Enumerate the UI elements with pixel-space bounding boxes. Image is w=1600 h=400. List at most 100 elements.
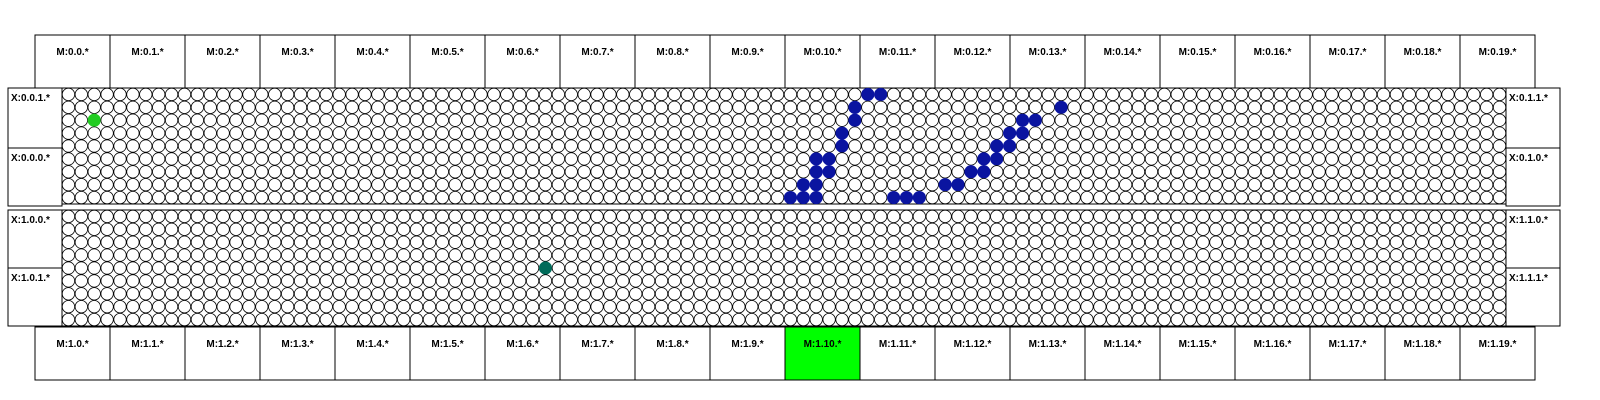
grid-node [1041, 209, 1055, 224]
grid-node [1402, 261, 1416, 275]
grid-node [732, 248, 746, 262]
grid-node [384, 165, 398, 179]
grid-node [616, 222, 630, 236]
grid-node [693, 209, 707, 224]
grid-node [848, 248, 862, 262]
grid-node [809, 274, 823, 288]
grid-node [332, 209, 346, 224]
grid-node [164, 287, 179, 301]
grid-node [577, 274, 591, 288]
grid-node [1364, 287, 1378, 301]
grid-node [603, 209, 617, 224]
grid-node [758, 222, 772, 236]
active-node [835, 139, 849, 153]
grid-node [371, 287, 385, 301]
grid-node [1351, 274, 1365, 288]
grid-node [616, 152, 630, 166]
grid-node [925, 113, 939, 127]
grid-node [358, 209, 372, 224]
top-bank-label-0: M:0.0.* [56, 47, 88, 58]
grid-node [306, 113, 321, 127]
grid-node [1028, 87, 1043, 102]
grid-node [1376, 113, 1391, 127]
grid-node [1183, 139, 1197, 153]
grid-node [719, 126, 733, 140]
grid-node [1351, 312, 1365, 327]
grid-node [87, 87, 101, 102]
grid-node [1441, 300, 1455, 314]
grid-node [706, 235, 720, 249]
grid-node [1131, 312, 1146, 327]
grid-node [1389, 100, 1404, 114]
grid-node [577, 312, 591, 327]
grid-node [938, 100, 952, 114]
grid-node [719, 312, 733, 327]
grid-node [1454, 165, 1468, 179]
grid-node [293, 209, 308, 224]
grid-node [216, 312, 230, 327]
grid-node [822, 261, 836, 275]
grid-node [835, 235, 849, 249]
grid-node [745, 139, 759, 153]
grid-node [1054, 126, 1068, 140]
grid-node [1041, 165, 1055, 179]
grid-node [783, 178, 798, 192]
grid-node [861, 300, 875, 314]
grid-node [551, 178, 565, 192]
grid-node [1364, 100, 1378, 114]
grid-node [719, 87, 733, 102]
grid-node [925, 261, 939, 275]
bottom-bank-cell-4 [334, 326, 411, 381]
grid-node [1273, 261, 1287, 275]
grid-node [886, 126, 901, 140]
grid-node [1144, 165, 1159, 179]
active-node [886, 190, 901, 205]
top-bank-label-2: M:0.2.* [206, 47, 238, 58]
grid-node [126, 113, 140, 127]
grid-node [1170, 235, 1184, 249]
bottom-bank-label-17: M:1.17.* [1329, 339, 1367, 350]
grid-node [1247, 139, 1262, 153]
grid-node [1299, 248, 1313, 262]
grid-node [564, 178, 578, 192]
grid-node [1325, 100, 1339, 114]
grid-node [268, 126, 282, 140]
grid-node [667, 178, 682, 192]
grid-node [1183, 87, 1197, 102]
grid-node [1286, 235, 1300, 249]
grid-node [590, 139, 604, 153]
grid-node [1428, 235, 1442, 249]
grid-node [1119, 126, 1133, 140]
grid-node [1209, 312, 1223, 327]
grid-node [848, 312, 862, 327]
grid-node [152, 261, 166, 275]
top-bank-cell-7 [559, 34, 636, 89]
active-node [964, 165, 978, 179]
grid-node [74, 113, 88, 127]
bottom-bank-cell-2 [184, 326, 261, 381]
grid-node [513, 235, 527, 249]
grid-node [861, 190, 875, 205]
grid-node [1454, 100, 1468, 114]
grid-node [1235, 300, 1249, 314]
grid-node [1067, 126, 1081, 140]
grid-node [1028, 100, 1043, 114]
grid-node [448, 113, 462, 127]
grid-node [319, 287, 333, 301]
grid-node [680, 300, 694, 314]
grid-node [139, 126, 153, 140]
right-port-label-1: X:0.1.0.* [1509, 153, 1548, 164]
grid-node [1093, 209, 1107, 224]
top-bank-label-9: M:0.9.* [731, 47, 763, 58]
top-bank-cell-9 [709, 34, 786, 89]
grid-node [783, 312, 798, 327]
grid-node [1299, 113, 1313, 127]
grid-node [306, 178, 321, 192]
grid-node [1376, 235, 1391, 249]
grid-node [1325, 126, 1339, 140]
grid-node [577, 87, 591, 102]
grid-node [680, 287, 694, 301]
top-bank-label-14: M:0.14.* [1104, 47, 1142, 58]
grid-node [899, 100, 914, 114]
grid-node [564, 87, 578, 102]
